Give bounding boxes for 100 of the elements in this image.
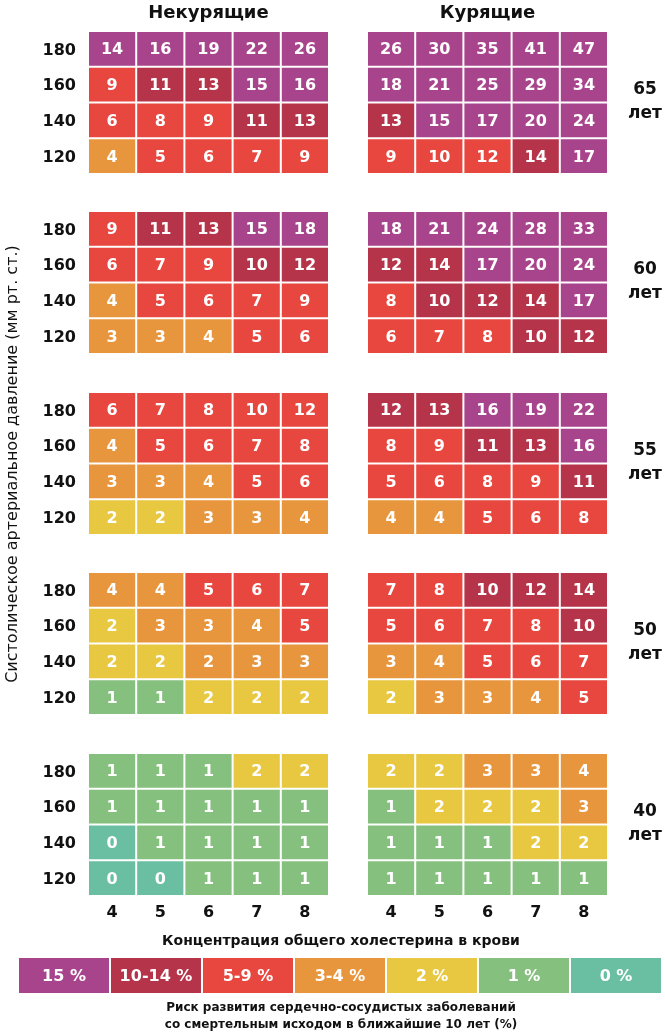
data-label: 4: [530, 687, 542, 707]
data-label: 11: [149, 75, 172, 95]
data-label: 10: [524, 326, 547, 346]
data-label: 0: [106, 832, 118, 852]
legend-label: 15 %: [27, 958, 109, 993]
data-label: 3: [154, 326, 166, 346]
y2-axis-title: 60 лет: [627, 256, 663, 304]
data-label: 14: [100, 39, 124, 59]
data-label: 2: [202, 687, 215, 707]
data-label: 2: [251, 687, 263, 707]
data-label: 1: [202, 761, 215, 781]
x-tick-label: 7: [530, 902, 542, 922]
data-label: 2: [106, 616, 118, 636]
data-label: 1: [251, 797, 263, 817]
legend-label: 0 %: [579, 958, 661, 993]
data-label: 1: [154, 797, 166, 817]
y-tick-label: 160: [42, 436, 76, 456]
x-axis-title: Концентрация общего холестерина в крови: [161, 931, 521, 949]
data-label: 3: [106, 471, 118, 491]
data-label: 22: [245, 39, 268, 59]
data-label: 6: [530, 651, 542, 671]
data-label: 2: [578, 832, 590, 852]
data-label: 0: [106, 868, 118, 888]
y-tick-label: 140: [42, 833, 76, 853]
data-label: 15: [245, 75, 268, 95]
chart-title: Курящие: [438, 0, 537, 24]
data-label: 22: [572, 400, 596, 420]
data-label: 9: [106, 219, 118, 239]
data-label: 6: [202, 290, 215, 310]
data-label: 8: [481, 326, 494, 346]
data-label: 4: [202, 326, 215, 346]
data-label: 13: [524, 436, 547, 456]
data-label: 6: [106, 255, 118, 275]
data-label: 8: [299, 436, 311, 456]
y-tick-label: 160: [42, 797, 76, 817]
data-label: 7: [578, 651, 590, 671]
y-tick-label: 140: [42, 472, 76, 492]
data-label: 1: [202, 797, 215, 817]
data-label: 13: [293, 110, 317, 130]
data-label: 12: [476, 290, 499, 310]
data-label: 24: [572, 110, 596, 130]
y-tick-label: 140: [42, 291, 76, 311]
data-label: 5: [202, 580, 215, 600]
y-tick-label: 160: [42, 255, 76, 275]
data-label: 2: [530, 797, 542, 817]
x-tick-label: 7: [251, 902, 263, 922]
data-label: 12: [293, 400, 317, 420]
data-label: 12: [293, 255, 317, 275]
data-label: 10: [245, 400, 268, 420]
data-label: 14: [524, 146, 547, 166]
data-label: 14: [428, 255, 451, 275]
data-label: 6: [530, 507, 542, 527]
data-label: 1: [106, 687, 118, 707]
data-label: 24: [476, 219, 499, 239]
data-label: 4: [202, 471, 215, 491]
data-label: 1: [251, 868, 263, 888]
data-label: 12: [572, 326, 596, 346]
data-label: 17: [572, 146, 596, 166]
data-label: 33: [572, 219, 596, 239]
data-label: 41: [524, 39, 547, 59]
data-label: 2: [481, 797, 494, 817]
data-label: 4: [106, 436, 118, 456]
data-label: 7: [299, 580, 311, 600]
data-label: 8: [385, 436, 397, 456]
data-label: 7: [251, 146, 263, 166]
data-label: 4: [154, 580, 166, 600]
data-label: 12: [524, 580, 547, 600]
data-label: 4: [106, 290, 118, 310]
data-label: 9: [299, 146, 311, 166]
data-label: 3: [202, 507, 215, 527]
data-label: 6: [385, 326, 397, 346]
data-label: 8: [481, 471, 494, 491]
data-label: 4: [106, 146, 118, 166]
legend-label: 2 %: [395, 958, 477, 993]
data-label: 6: [202, 436, 215, 456]
y-tick-label: 120: [42, 687, 76, 707]
data-label: 7: [154, 255, 166, 275]
data-label: 15: [245, 219, 268, 239]
data-label: 11: [476, 436, 499, 456]
data-label: 9: [202, 255, 215, 275]
data-label: 13: [379, 110, 403, 130]
data-label: 3: [481, 761, 494, 781]
data-label: 5: [481, 507, 494, 527]
data-label: 5: [385, 616, 397, 636]
data-label: 1: [154, 687, 166, 707]
data-label: 2: [154, 651, 166, 671]
data-label: 3: [481, 687, 494, 707]
x-tick-label: 5: [433, 902, 445, 922]
data-label: 8: [578, 507, 590, 527]
data-label: 1: [385, 868, 397, 888]
data-label: 1: [106, 761, 118, 781]
y-tick-label: 180: [42, 400, 76, 420]
data-label: 16: [293, 75, 317, 95]
data-label: 1: [385, 797, 397, 817]
data-label: 1: [433, 832, 445, 852]
data-label: 1: [202, 868, 215, 888]
data-label: 5: [299, 616, 311, 636]
data-label: 2: [251, 761, 263, 781]
data-label: 1: [530, 868, 542, 888]
data-label: 2: [106, 651, 118, 671]
